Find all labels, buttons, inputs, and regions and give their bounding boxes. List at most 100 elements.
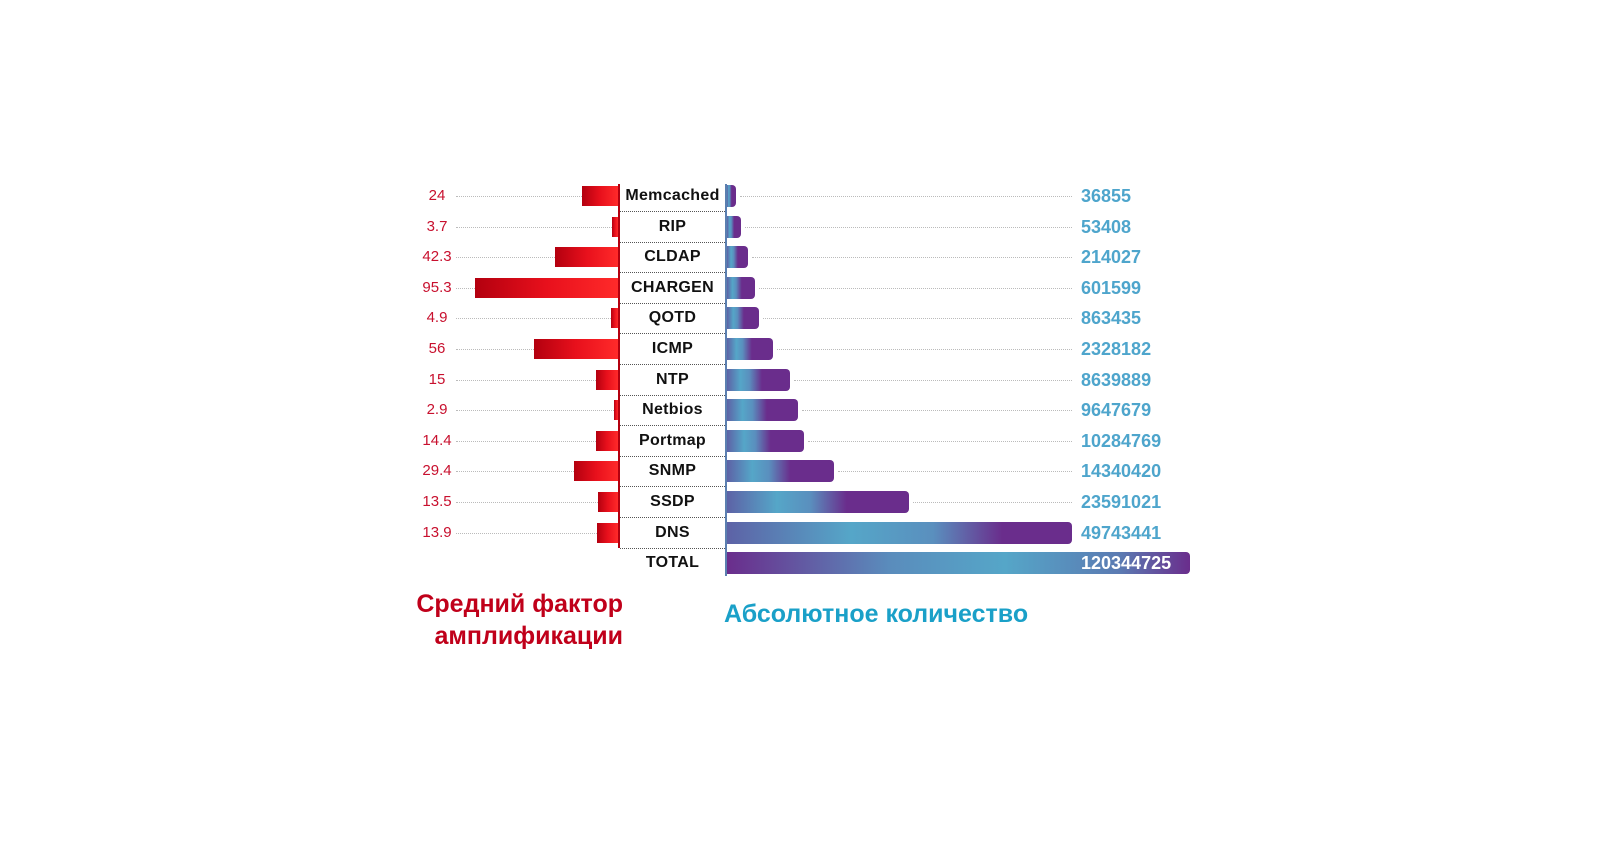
category-label: NTP xyxy=(656,370,689,388)
left-guide-line xyxy=(456,196,582,197)
left-title-line-1: Средний фактор xyxy=(416,590,623,618)
left-series-title: Средний фактор амплификации xyxy=(416,588,623,652)
category-label: TOTAL xyxy=(645,554,700,572)
right-value-label: 49743441 xyxy=(1081,522,1162,543)
row-separator xyxy=(620,211,725,212)
right-value-label: 23591021 xyxy=(1081,492,1162,512)
left-value-label: 3.7 xyxy=(426,217,448,235)
left-bar xyxy=(597,522,618,543)
right-bar xyxy=(727,215,741,238)
row-separator xyxy=(620,364,725,365)
right-bar xyxy=(727,491,909,513)
right-bar xyxy=(727,429,804,452)
left-value-label: 13.5 xyxy=(422,493,452,510)
category-label: CHARGEN xyxy=(631,278,714,296)
left-value-label: 2.9 xyxy=(426,401,448,419)
left-bar xyxy=(573,461,618,482)
left-axis-line xyxy=(618,184,620,548)
right-axis-line xyxy=(725,184,727,576)
left-guide-line xyxy=(456,257,555,259)
right-guide-line xyxy=(752,257,1072,259)
category-label: Portmap xyxy=(639,431,706,449)
left-bar xyxy=(595,369,618,390)
left-bar xyxy=(596,430,618,451)
right-bar xyxy=(727,338,773,360)
category-label: ICMP xyxy=(651,340,694,357)
row-separator xyxy=(620,241,725,243)
left-bar xyxy=(597,492,618,512)
right-guide-line xyxy=(759,287,1072,289)
left-guide-line xyxy=(456,440,597,442)
left-value-label: 42.3 xyxy=(422,248,452,266)
left-value-label: 4.9 xyxy=(426,309,448,327)
left-title-line-2: амплификации xyxy=(434,622,623,650)
right-value-label: 863435 xyxy=(1081,308,1142,329)
right-guide-line xyxy=(763,318,1072,320)
category-label: SNMP xyxy=(648,462,697,480)
right-bar xyxy=(727,552,1190,575)
right-value-label: 10284769 xyxy=(1081,430,1162,451)
row-separator xyxy=(620,302,725,304)
category-label: QOTD xyxy=(648,309,697,327)
left-guide-line xyxy=(456,532,598,534)
left-guide-line xyxy=(456,226,613,228)
category-label: Netbios xyxy=(642,401,703,419)
right-value-label: 9647679 xyxy=(1081,400,1152,421)
left-bar xyxy=(475,277,618,298)
right-value-label: 36855 xyxy=(1081,186,1132,206)
right-bar xyxy=(727,368,790,391)
right-guide-line xyxy=(794,379,1072,381)
right-guide-line xyxy=(808,440,1072,442)
row-separator xyxy=(620,547,725,549)
right-value-label: 214027 xyxy=(1081,247,1142,268)
left-bar xyxy=(612,216,618,237)
left-value-label: 95.3 xyxy=(422,278,452,296)
row-separator xyxy=(620,425,725,427)
right-bar xyxy=(727,246,748,269)
left-guide-line xyxy=(456,471,574,473)
left-guide-line xyxy=(456,287,476,289)
right-guide-line xyxy=(802,410,1072,412)
right-bar xyxy=(727,521,1072,544)
row-separator xyxy=(620,333,725,335)
right-guide-line xyxy=(740,196,1072,197)
left-guide-line xyxy=(456,502,598,503)
total-value-label: 120344725 xyxy=(1081,553,1172,574)
category-label: RIP xyxy=(658,217,687,235)
right-value-label: 8639889 xyxy=(1081,369,1152,390)
row-separator xyxy=(620,394,725,396)
row-separator xyxy=(620,486,725,488)
category-label: DNS xyxy=(655,523,690,541)
category-label: Memcached xyxy=(625,187,720,204)
left-value-label: 24 xyxy=(428,187,446,204)
left-bar xyxy=(613,400,618,421)
category-label: CLDAP xyxy=(644,248,701,266)
right-guide-line xyxy=(913,502,1072,503)
left-value-label: 14.4 xyxy=(422,431,452,449)
left-value-label: 29.4 xyxy=(422,462,452,480)
left-bar xyxy=(534,339,618,359)
right-bar xyxy=(727,460,834,483)
right-bar xyxy=(727,185,736,207)
left-guide-line xyxy=(456,318,611,320)
row-separator xyxy=(620,455,725,457)
right-guide-line xyxy=(777,349,1072,350)
right-series-title: Абсолютное количество xyxy=(724,600,1029,628)
right-bar xyxy=(727,307,759,330)
right-bar xyxy=(727,399,798,422)
row-separator xyxy=(620,272,725,274)
right-value-label: 2328182 xyxy=(1081,339,1152,359)
left-guide-line xyxy=(456,349,534,350)
left-bar xyxy=(610,308,618,329)
left-bar xyxy=(582,186,618,206)
left-value-label: 15 xyxy=(428,370,446,388)
right-value-label: 53408 xyxy=(1081,216,1132,237)
left-guide-line xyxy=(456,379,596,381)
right-guide-line xyxy=(838,471,1072,473)
left-value-label: 56 xyxy=(428,340,446,357)
right-guide-line xyxy=(745,226,1072,228)
left-guide-line xyxy=(456,410,614,412)
left-value-label: 13.9 xyxy=(422,523,452,541)
right-value-label: 601599 xyxy=(1081,277,1142,298)
category-label: SSDP xyxy=(650,493,695,510)
